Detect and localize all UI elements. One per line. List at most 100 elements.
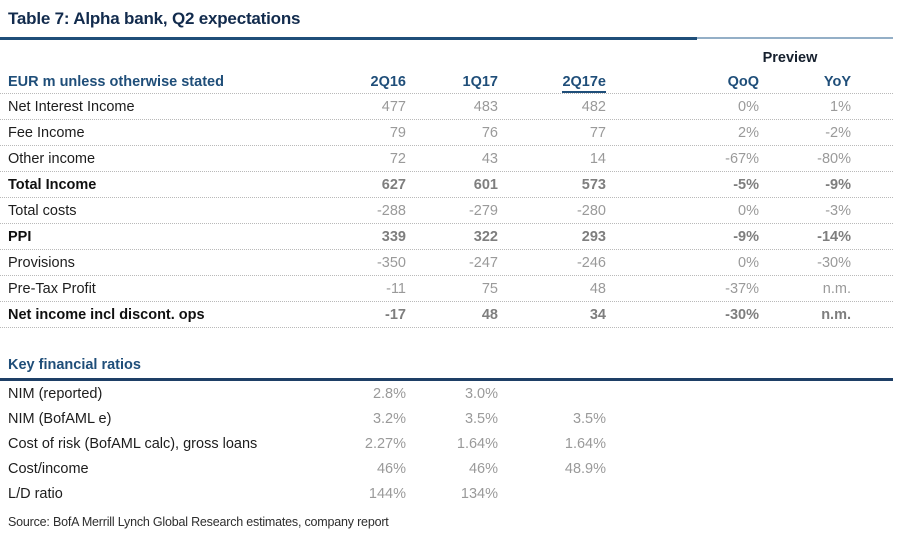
cell-qoq: 0% (738, 254, 759, 271)
cell-qoq: -30% (725, 306, 759, 323)
cell-2q17e: 48 (589, 280, 606, 297)
preview-label: Preview (762, 50, 818, 66)
table-row: PPI 339 322 293 -9% -14% (0, 224, 893, 250)
cell-2q17e: 482 (581, 98, 606, 115)
cell-2q17e: 34 (589, 306, 606, 323)
ratios-heading-rule (0, 378, 893, 381)
cell-qoq: 0% (738, 98, 759, 115)
cell-1q17: 46% (468, 460, 498, 477)
col-header-yoy: YoY (823, 74, 851, 90)
col-header-1q17: 1Q17 (462, 74, 498, 90)
cell-2q17e: 293 (581, 228, 606, 245)
cell-qoq: -9% (733, 228, 759, 245)
column-header-row: EUR m unless otherwise stated 2Q16 1Q17 … (0, 68, 893, 94)
title-underline-dark-segment (0, 37, 697, 40)
page-title: Table 7: Alpha bank, Q2 expectations (8, 9, 301, 28)
cell-1q17: 1.64% (456, 435, 498, 452)
cell-qoq: 0% (738, 202, 759, 219)
col-header-2q17e-underlined: 2Q17e (562, 74, 606, 93)
row-label: Total costs (8, 202, 77, 219)
col-header-2q16: 2Q16 (370, 74, 406, 90)
cell-2q16: 46% (376, 460, 406, 477)
ratios-section-heading: Key financial ratios (8, 357, 141, 373)
table-row: Total costs -288 -279 -280 0% -3% (0, 198, 893, 224)
ratio-rows: NIM (reported) 2.8% 3.0% NIM (BofAML e) … (0, 381, 904, 506)
row-label: Other income (8, 150, 96, 167)
row-label: L/D ratio (8, 485, 63, 502)
cell-2q17e: 77 (589, 124, 606, 141)
cell-yoy: -2% (825, 124, 851, 141)
cell-yoy: -30% (817, 254, 851, 271)
table-row: Cost of risk (BofAML calc), gross loans … (0, 431, 893, 456)
cell-2q16: -17 (385, 306, 406, 323)
col-header-2q17e: 2Q17e (498, 74, 606, 93)
row-label: Pre-Tax Profit (8, 280, 96, 297)
row-label: PPI (8, 228, 32, 245)
table-row: Cost/income 46% 46% 48.9% (0, 456, 893, 481)
cell-qoq: 2% (738, 124, 759, 141)
cell-1q17: 75 (481, 280, 498, 297)
cell-2q16: 2.8% (372, 385, 406, 402)
unit-label: EUR m unless otherwise stated (8, 74, 224, 90)
col-header-qoq: QoQ (727, 74, 759, 90)
table-row: Provisions -350 -247 -246 0% -30% (0, 250, 893, 276)
table-row: NIM (BofAML e) 3.2% 3.5% 3.5% (0, 406, 893, 431)
cell-yoy: -3% (825, 202, 851, 219)
cell-2q17e: 48.9% (564, 460, 606, 477)
preview-header-row: Preview (0, 40, 893, 68)
cell-2q16: 79 (389, 124, 406, 141)
table-row: Net income incl discont. ops -17 48 34 -… (0, 302, 893, 328)
row-label: Net Interest Income (8, 98, 135, 115)
table-row: Other income 72 43 14 -67% -80% (0, 146, 893, 172)
cell-1q17: -247 (468, 254, 498, 271)
cell-2q17e: -246 (576, 254, 606, 271)
cell-1q17: 48 (481, 306, 498, 323)
cell-2q17e: -280 (576, 202, 606, 219)
cell-2q16: -11 (386, 280, 406, 297)
cell-qoq: -67% (725, 150, 759, 167)
cell-1q17: 322 (473, 228, 498, 245)
cell-2q16: -288 (376, 202, 406, 219)
cell-1q17: 483 (473, 98, 498, 115)
row-label: Provisions (8, 254, 75, 271)
table-row: Total Income 627 601 573 -5% -9% (0, 172, 893, 198)
cell-1q17: 3.0% (464, 385, 498, 402)
cell-yoy: -80% (817, 150, 851, 167)
row-label: NIM (reported) (8, 385, 103, 402)
title-underline (0, 37, 893, 40)
cell-2q16: 3.2% (372, 410, 406, 427)
row-label: Net income incl discont. ops (8, 306, 205, 323)
cell-qoq: -37% (725, 280, 759, 297)
table-row: Fee Income 79 76 77 2% -2% (0, 120, 893, 146)
cell-1q17: -279 (468, 202, 498, 219)
cell-yoy: 1% (830, 98, 851, 115)
cell-2q17e: 573 (581, 176, 606, 193)
cell-yoy: -9% (825, 176, 851, 193)
cell-2q16: 2.27% (364, 435, 406, 452)
cell-2q16: 72 (389, 150, 406, 167)
row-label: Cost/income (8, 460, 89, 477)
table-row: Pre-Tax Profit -11 75 48 -37% n.m. (0, 276, 893, 302)
cell-1q17: 601 (473, 176, 498, 193)
cell-1q17: 76 (481, 124, 498, 141)
cell-1q17: 3.5% (464, 410, 498, 427)
row-label: Total Income (8, 176, 97, 193)
row-label: Fee Income (8, 124, 85, 141)
cell-yoy: n.m. (822, 280, 851, 297)
cell-2q17e: 3.5% (572, 410, 606, 427)
cell-yoy: -14% (817, 228, 851, 245)
row-label: NIM (BofAML e) (8, 410, 112, 427)
cell-1q17: 43 (481, 150, 498, 167)
report-table-page: Table 7: Alpha bank, Q2 expectations Pre… (0, 9, 904, 543)
cell-yoy: n.m. (821, 306, 851, 323)
table-row: Net Interest Income 477 483 482 0% 1% (0, 94, 893, 120)
cell-2q17e: 1.64% (564, 435, 606, 452)
row-label: Cost of risk (BofAML calc), gross loans (8, 435, 258, 452)
cell-2q16: 144% (368, 485, 406, 502)
cell-2q16: 477 (381, 98, 406, 115)
table-row: NIM (reported) 2.8% 3.0% (0, 381, 893, 406)
cell-1q17: 134% (460, 485, 498, 502)
cell-2q16: -350 (376, 254, 406, 271)
source-note: Source: BofA Merrill Lynch Global Resear… (8, 515, 389, 529)
table-row: L/D ratio 144% 134% (0, 481, 893, 506)
